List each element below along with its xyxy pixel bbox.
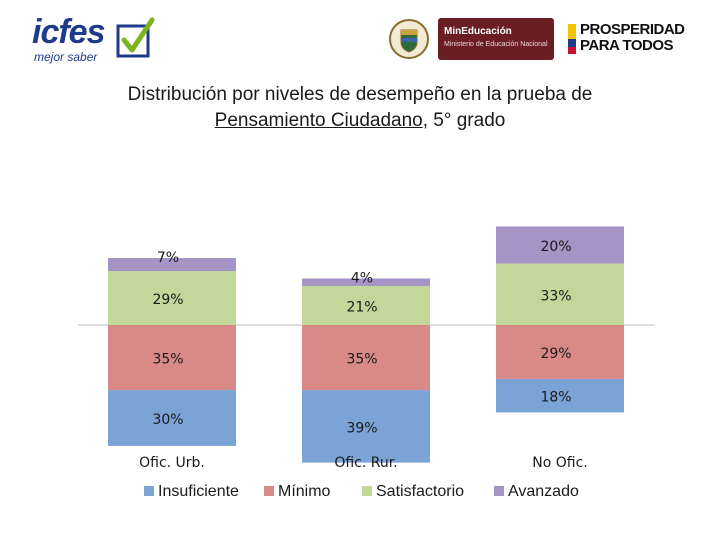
bar-minimo-no-ofic- <box>496 325 624 379</box>
data-label-satisfactorio-no-ofic-: 33% <box>540 288 571 304</box>
legend-label-insuficiente: Insuficiente <box>158 483 239 500</box>
chart-title-grade: , 5° grado <box>422 110 506 131</box>
data-label-minimo-ofic-rur-: 35% <box>346 352 377 368</box>
prosperidad-line-1: PROSPERIDAD <box>580 21 685 38</box>
legend-swatch-minimo <box>264 486 274 496</box>
bar-minimo-ofic-urb- <box>108 325 236 391</box>
legend-label-satisfactorio: Satisfactorio <box>376 483 464 500</box>
chart-title-line-1: Distribución por niveles de desempeño en… <box>127 84 593 105</box>
data-label-minimo-ofic-urb-: 35% <box>152 352 183 368</box>
bar-avanzado-ofic-rur- <box>302 278 430 286</box>
legend-label-avanzado: Avanzado <box>508 483 579 500</box>
mineducacion-logo: MinEducación Ministerio de Educación Nac… <box>388 18 554 60</box>
check-icon <box>116 17 155 58</box>
mineducacion-box: MinEducación Ministerio de Educación Nac… <box>438 18 554 60</box>
bar-insuficiente-no-ofic- <box>496 378 624 413</box>
chart-title-line-2: Pensamiento Ciudadano, 5° grado <box>40 108 680 134</box>
coat-of-arms-icon <box>389 19 429 59</box>
bar-insuficiente-ofic-rur- <box>302 390 430 463</box>
data-label-avanzado-ofic-rur-: 4% <box>351 271 373 287</box>
prosperidad-logo: PROSPERIDAD PARA TODOS <box>568 22 692 56</box>
bar-avanzado-ofic-urb- <box>108 258 236 272</box>
category-label-no-ofic-: No Ofic. <box>532 455 587 471</box>
prosperidad-text: PROSPERIDAD PARA TODOS <box>580 22 685 54</box>
legend-swatch-avanzado <box>494 486 504 496</box>
data-label-insuficiente-ofic-rur-: 39% <box>346 420 377 436</box>
bar-satisfactorio-ofic-urb- <box>108 271 236 325</box>
legend-swatch-insuficiente <box>144 486 154 496</box>
icfes-logo: icfes mejor saber <box>32 14 162 66</box>
bar-satisfactorio-ofic-rur- <box>302 285 430 325</box>
icfes-logo-tagline: mejor saber <box>34 50 98 64</box>
mineducacion-subtitle: Ministerio de Educación Nacional <box>444 41 548 48</box>
data-label-insuficiente-no-ofic-: 18% <box>540 390 571 406</box>
colombia-flag-icon <box>568 24 576 54</box>
icfes-logo-word: icfes <box>32 13 105 51</box>
chart-title-subject: Pensamiento Ciudadano <box>214 110 423 131</box>
chart-title: Distribución por niveles de desempeño en… <box>40 82 680 134</box>
data-label-insuficiente-ofic-urb-: 30% <box>152 412 183 428</box>
bar-satisfactorio-no-ofic- <box>496 263 624 325</box>
bar-avanzado-no-ofic- <box>496 226 624 264</box>
category-label-ofic-urb-: Ofic. Urb. <box>139 455 205 471</box>
data-label-minimo-no-ofic-: 29% <box>540 346 571 362</box>
data-label-avanzado-ofic-urb-: 7% <box>157 250 179 266</box>
data-label-avanzado-no-ofic-: 20% <box>540 239 571 255</box>
data-label-satisfactorio-ofic-rur-: 21% <box>346 299 377 315</box>
bar-minimo-ofic-rur- <box>302 325 430 391</box>
category-label-ofic-rur-: Ofic. Rur. <box>334 455 397 471</box>
bar-insuficiente-ofic-urb- <box>108 390 236 446</box>
legend-swatch-satisfactorio <box>362 486 372 496</box>
prosperidad-line-2: PARA TODOS <box>580 37 674 54</box>
mineducacion-title: MinEducación <box>444 26 512 37</box>
legend-label-minimo: Mínimo <box>278 483 331 500</box>
data-label-satisfactorio-ofic-urb-: 29% <box>152 292 183 308</box>
